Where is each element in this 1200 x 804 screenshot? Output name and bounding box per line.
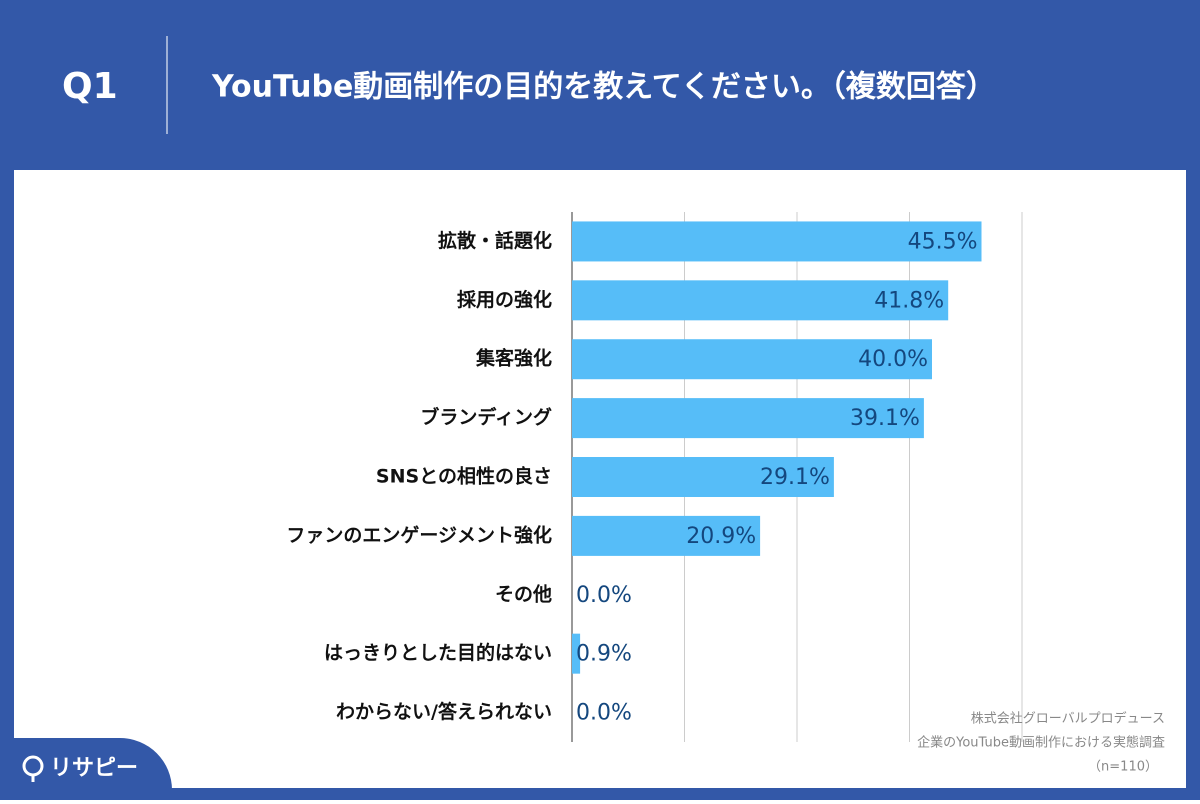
category-label: わからない/答えられない bbox=[336, 700, 552, 723]
value-label: 39.1% bbox=[850, 406, 920, 431]
value-label: 0.0% bbox=[576, 701, 632, 726]
category-label: その他 bbox=[495, 582, 552, 605]
category-label: 拡散・話題化 bbox=[438, 229, 552, 252]
value-label: 0.9% bbox=[576, 642, 632, 667]
source: 株式会社グローバルプロデュース bbox=[971, 711, 1165, 727]
value-label: 0.0% bbox=[576, 583, 632, 608]
bar bbox=[572, 398, 924, 439]
value-label: 40.0% bbox=[858, 347, 928, 372]
logo-bg bbox=[0, 738, 172, 800]
bar bbox=[572, 457, 834, 497]
bar bbox=[572, 221, 982, 262]
value-label: 29.1% bbox=[760, 465, 830, 490]
value-label: 41.8% bbox=[874, 288, 944, 313]
category-label: ファンのエンゲージメント強化 bbox=[286, 523, 552, 546]
category-label: ブランディング bbox=[420, 406, 552, 429]
question-label: Q1 bbox=[62, 66, 118, 107]
source: （n=110） bbox=[1088, 760, 1158, 775]
source: 企業のYouTube動画制作における実態調査 bbox=[917, 735, 1165, 751]
bar bbox=[572, 633, 581, 674]
value-label: 45.5% bbox=[908, 229, 978, 254]
category-label: SNSとの相性の良さ bbox=[376, 465, 552, 488]
category-label: はっきりとした目的はない bbox=[324, 641, 552, 664]
bar bbox=[572, 515, 761, 556]
category-label: 集客強化 bbox=[475, 347, 552, 370]
bar bbox=[572, 339, 932, 380]
category-label: 採用の強化 bbox=[457, 288, 552, 311]
logo: リサピー bbox=[50, 756, 138, 781]
value-label: 20.9% bbox=[686, 524, 756, 549]
chart: 拡散・話題化 45.5% 採用の強化 41.8% 集客強化 40.0% ブランディング 39.… bbox=[286, 212, 1023, 742]
title: YouTube動画制作の目的を教えてください。（複数回答） bbox=[211, 70, 996, 105]
bar bbox=[572, 280, 949, 321]
